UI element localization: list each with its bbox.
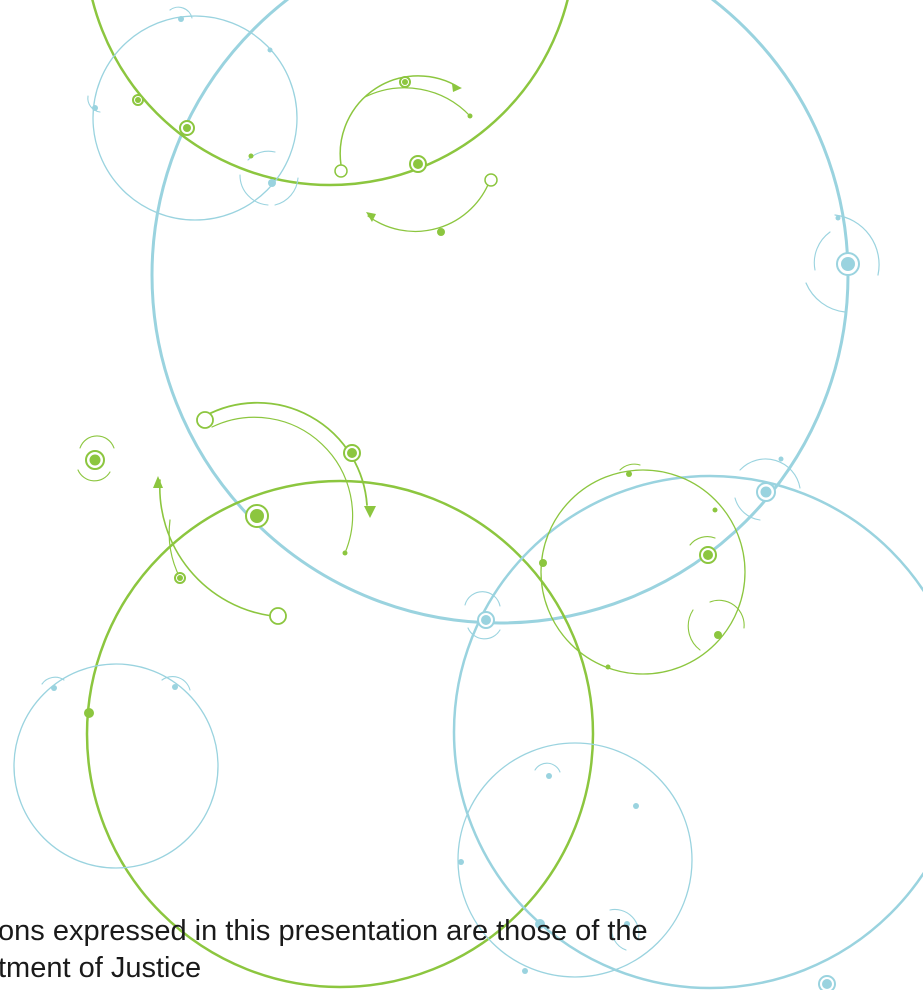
disclaimer-line-2: tment of Justice: [0, 952, 202, 984]
large-green-circle-top: [91, 0, 569, 187]
disclaimer-text: ons expressed in this presentation are t…: [0, 914, 923, 984]
large-green-circle-bottom: [85, 479, 595, 989]
large-blue-circle-bottom: [452, 474, 923, 990]
disclaimer-line-1: ons expressed in this presentation are t…: [0, 915, 648, 947]
large-blue-circle: [150, 0, 850, 625]
